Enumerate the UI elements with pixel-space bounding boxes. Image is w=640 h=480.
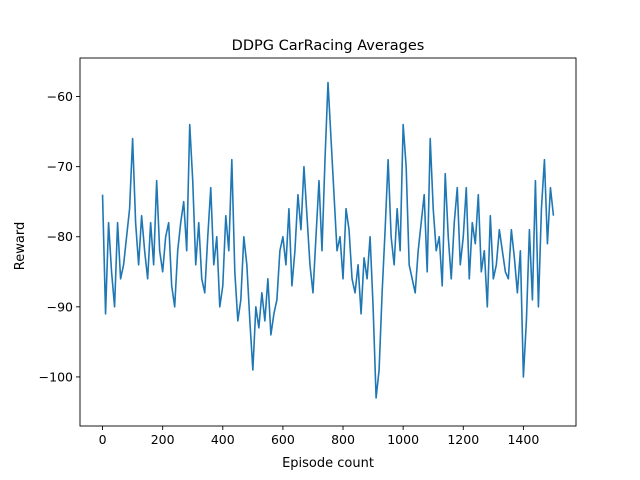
x-tick-label: 800 <box>331 432 355 447</box>
x-tick-label: 1000 <box>387 432 419 447</box>
y-tick-label: −100 <box>39 369 73 384</box>
y-tick-label: −90 <box>47 299 73 314</box>
plot-area: 0 200 400 600 800 1000 1200 1400 −100 −90 −80 −70 −6… <box>39 57 577 447</box>
x-tick-label: 400 <box>211 432 235 447</box>
y-tick-label: −80 <box>47 229 73 244</box>
x-tick-label: 1400 <box>507 432 539 447</box>
y-tick-label: −70 <box>47 159 73 174</box>
y-tick-label: −60 <box>47 89 73 104</box>
series-line-0 <box>101 81 555 399</box>
y-axis-label: Reward <box>13 222 28 270</box>
chart-title: DDPG CarRacing Averages <box>232 38 425 54</box>
plot-frame <box>79 57 577 427</box>
x-tick-label: 0 <box>99 432 107 447</box>
x-tick-label: 1200 <box>447 432 479 447</box>
x-axis-label: Episode count <box>282 456 374 471</box>
x-tick-label: 600 <box>271 432 295 447</box>
x-tick-label: 200 <box>151 432 175 447</box>
